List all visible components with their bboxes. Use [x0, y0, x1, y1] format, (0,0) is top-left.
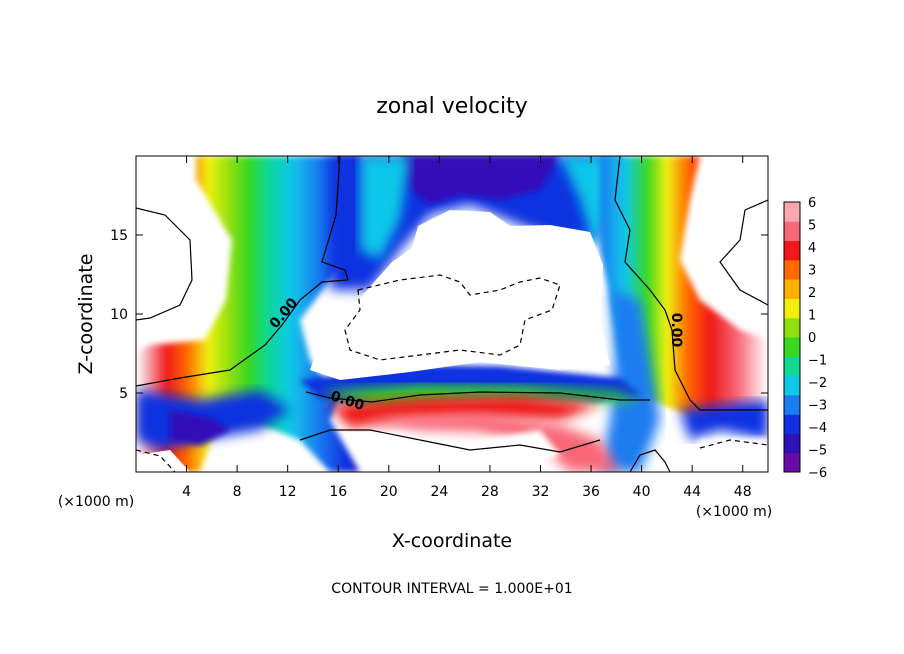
colorbar-swatch [784, 414, 800, 434]
colorbar-tick-label: 4 [808, 241, 816, 256]
x-tick-label: 44 [683, 484, 701, 500]
colorbar-swatch [784, 337, 800, 357]
contour-dashed-core [344, 274, 561, 361]
contour-label-right: 0.00 [668, 313, 684, 348]
x-tick-label: 8 [233, 484, 242, 500]
x-tick-label: 48 [734, 484, 752, 500]
colorbar-swatch [784, 375, 800, 396]
colorbar-frame [783, 201, 801, 473]
contour-right-top [719, 199, 768, 306]
x-tick-label: 16 [329, 484, 347, 500]
y-axis: 5 10 15 [110, 228, 768, 402]
colorbar-swatch [784, 433, 800, 454]
y-axis-label: Z-coordinate [75, 254, 97, 375]
colorbar-swatch [784, 452, 800, 473]
colorbar-swatch [784, 240, 800, 261]
x-axis-label: X-coordinate [392, 530, 512, 552]
x-tick-label: 24 [430, 484, 448, 500]
x-axis: 4 8 12 16 20 24 28 32 36 40 44 48 [182, 156, 752, 500]
x-tick-label: 12 [279, 484, 297, 500]
colorbar-tick-label: 1 [808, 309, 816, 324]
colorbar-swatch [784, 259, 800, 280]
colorbar-tick-label: −2 [808, 376, 827, 391]
colorbar-swatch [784, 356, 800, 377]
colorbar-swatch [784, 317, 800, 338]
colorbar-tick-label: −3 [808, 399, 827, 414]
colorbar-tick-label: 3 [808, 264, 816, 279]
colorbar-swatch [784, 279, 800, 299]
zero-contour-left [136, 156, 349, 387]
x-tick-label: 28 [481, 484, 499, 500]
colorbar-tick-label: −1 [808, 354, 827, 369]
x-tick-label: 20 [380, 484, 398, 500]
contour-left-top [136, 207, 193, 321]
y-tick-label: 10 [110, 307, 128, 323]
colorbar-tick-label: 5 [808, 219, 816, 234]
x-tick-label: 4 [182, 484, 191, 500]
colorbar-swatch [784, 298, 800, 319]
zero-contour-jet [305, 391, 650, 403]
colorbar-tick-label: −4 [808, 421, 827, 436]
x-units-right: (×1000 m) [696, 504, 772, 520]
colorbar-tick-label: 6 [808, 196, 816, 211]
contour-interval-footer: CONTOUR INTERVAL = 1.000E+01 [331, 581, 572, 597]
colorbar-tick-label: −6 [808, 466, 827, 481]
colorbar-tick-label: −5 [808, 444, 827, 459]
x-tick-label: 36 [582, 484, 600, 500]
contour-bottom [299, 429, 601, 453]
colorbar-swatch [784, 202, 800, 222]
x-tick-label: 32 [532, 484, 550, 500]
contour-dashed-right [699, 439, 768, 449]
chart-title: zonal velocity [376, 94, 528, 119]
contour-dashed-left [136, 449, 176, 472]
colorbar-swatch [784, 221, 800, 242]
colorbar-tick-label: 0 [808, 331, 816, 346]
colorbar: 6 5 4 3 2 1 0 −1 −2 −3 −4 −5 −6 [783, 196, 827, 481]
contour-lines [136, 156, 768, 472]
y-tick-label: 15 [110, 228, 128, 244]
contour-bottom-right [629, 449, 671, 472]
x-tick-label: 40 [633, 484, 651, 500]
y-tick-label: 5 [119, 386, 128, 402]
x-units-left: (×1000 m) [58, 494, 134, 510]
colorbar-tick-label: 2 [808, 286, 816, 301]
zero-contour-right [614, 156, 768, 411]
heatmap-field [136, 156, 768, 472]
colorbar-swatch [784, 394, 800, 415]
